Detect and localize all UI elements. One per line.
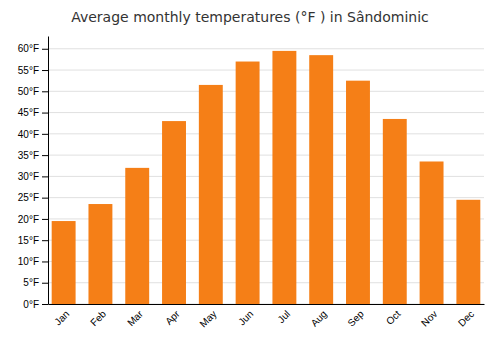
bar: [346, 81, 370, 304]
y-tick-label: 35°F: [18, 150, 39, 161]
y-tick: 55°F: [18, 65, 48, 76]
x-tick-label: Mar: [125, 308, 145, 328]
y-tick-label: 15°F: [18, 235, 39, 246]
x-tick: Aug: [309, 304, 329, 329]
y-tick: 35°F: [18, 150, 48, 161]
x-tick-label: Jul: [275, 308, 292, 325]
x-tick: Apr: [163, 304, 182, 327]
y-tick-mark: [42, 49, 48, 50]
y-tick-mark: [42, 240, 48, 241]
bar: [162, 121, 186, 304]
x-tick: Oct: [384, 304, 403, 327]
grid-line: [48, 261, 484, 262]
y-tick: 60°F: [18, 43, 48, 54]
y-tick: 45°F: [18, 107, 48, 118]
y-tick-label: 30°F: [18, 171, 39, 182]
bar: [52, 221, 76, 304]
x-tick: May: [197, 304, 218, 329]
grid-line: [48, 155, 484, 156]
y-tick-mark: [42, 304, 48, 305]
grid-line: [48, 91, 484, 92]
y-axis: 0°F 5°F 10°F 15°F 20°F 25°F 30°F 35°F 40°F 45°F 50…: [18, 37, 49, 310]
bar: [456, 200, 480, 304]
bars: [52, 51, 481, 304]
plot: 0°F 5°F 10°F 15°F 20°F 25°F 30°F 35°F 40°F 45°F 50…: [18, 37, 485, 330]
title: Average monthly temperatures (°F ) in Sâ…: [71, 9, 429, 25]
y-tick-label: 20°F: [18, 214, 39, 225]
bar: [420, 161, 444, 304]
y-tick-label: 0°F: [23, 299, 39, 310]
y-tick: 20°F: [18, 214, 48, 225]
y-tick-label: 50°F: [18, 86, 39, 97]
y-tick: 30°F: [18, 171, 48, 182]
x-tick: Dec: [456, 304, 476, 329]
x-tick: Jun: [236, 304, 255, 327]
y-axis-line: [48, 37, 49, 305]
grid-line: [48, 240, 484, 241]
y-tick-mark: [42, 198, 48, 199]
x-tick: Jul: [275, 304, 292, 325]
bar: [309, 55, 333, 304]
y-tick-mark: [42, 91, 48, 92]
y-tick-mark: [42, 134, 48, 135]
grid: [48, 49, 484, 304]
y-tick-label: 55°F: [18, 65, 39, 76]
grid-line: [48, 70, 484, 71]
x-axis-line: [49, 304, 485, 305]
grid-line: [48, 282, 484, 283]
x-tick: Jan: [52, 304, 71, 327]
y-tick-mark: [42, 261, 48, 262]
y-tick-label: 60°F: [18, 43, 39, 54]
x-tick-label: Dec: [456, 308, 476, 328]
y-tick-mark: [42, 283, 48, 284]
y-tick-mark: [42, 70, 48, 71]
x-tick: Nov: [419, 304, 439, 329]
x-tick-label: Sep: [345, 308, 366, 329]
y-tick-label: 45°F: [18, 107, 39, 118]
y-tick-mark: [42, 219, 48, 220]
y-tick-label: 10°F: [18, 256, 39, 267]
x-tick-label: Aug: [309, 308, 329, 328]
y-tick: 15°F: [18, 235, 48, 246]
x-tick-label: Oct: [384, 308, 403, 327]
y-tick: 25°F: [18, 192, 48, 203]
bar: [88, 204, 112, 304]
y-tick: 5°F: [23, 277, 48, 288]
x-tick-label: Feb: [88, 308, 108, 328]
x-tick-label: May: [197, 308, 218, 329]
x-tick-label: Jun: [236, 308, 255, 327]
x-tick: Sep: [345, 304, 366, 329]
x-axis: Jan Feb Mar Apr May Jun Jul Aug Sep Oct Nov Dec: [49, 304, 485, 329]
grid-line: [48, 133, 484, 134]
y-tick-label: 25°F: [18, 192, 39, 203]
grid-line: [48, 218, 484, 219]
bar: [272, 51, 296, 304]
chart: Average monthly temperatures (°F ) in Sâ…: [0, 0, 500, 350]
bar: [383, 119, 407, 304]
y-tick: 50°F: [18, 86, 48, 97]
x-tick-label: Apr: [163, 308, 182, 327]
x-tick: Mar: [125, 304, 145, 328]
y-tick-mark: [42, 176, 48, 177]
bar: [125, 168, 149, 304]
bar: [199, 85, 223, 304]
grid-line: [48, 48, 484, 49]
x-tick-label: Jan: [52, 308, 71, 327]
bar: [236, 62, 260, 304]
y-tick-mark: [42, 155, 48, 156]
y-tick-mark: [42, 113, 48, 114]
y-tick: 0°F: [23, 299, 48, 310]
y-tick-label: 5°F: [23, 277, 39, 288]
grid-line: [48, 112, 484, 113]
y-tick: 40°F: [18, 129, 48, 140]
grid-line: [48, 176, 484, 177]
y-tick-label: 40°F: [18, 129, 39, 140]
grid-line: [48, 197, 484, 198]
y-tick: 10°F: [18, 256, 48, 267]
x-tick-label: Nov: [419, 308, 439, 328]
x-tick: Feb: [88, 304, 108, 328]
grid-line: [48, 304, 484, 305]
